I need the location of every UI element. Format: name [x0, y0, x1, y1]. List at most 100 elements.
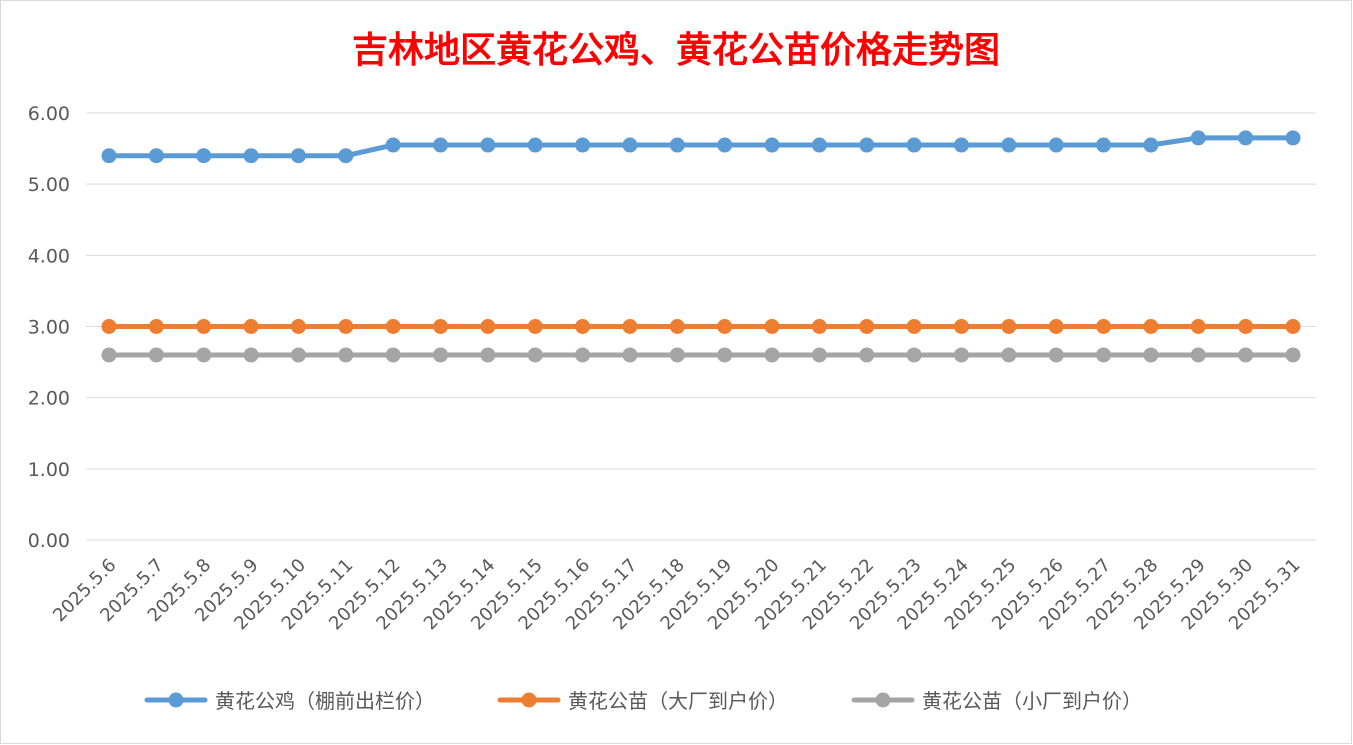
data-point: [527, 347, 543, 363]
data-point: [527, 319, 543, 334]
data-point: [196, 148, 212, 164]
data-point: [764, 319, 780, 334]
data-point: [1048, 137, 1064, 153]
data-point: [1238, 130, 1254, 146]
data-point: [101, 347, 117, 363]
data-point: [1238, 319, 1254, 334]
data-point: [717, 319, 733, 334]
data-point: [764, 347, 780, 363]
data-point: [859, 347, 875, 363]
data-point: [953, 347, 969, 363]
data-point: [290, 319, 306, 334]
data-point: [953, 319, 969, 334]
y-tick-label: 1.00: [28, 459, 70, 481]
legend-item: 黄花公鸡（棚前出栏价）: [144, 689, 435, 713]
y-tick-label: 5.00: [28, 174, 70, 196]
y-tick-label: 3.00: [28, 317, 70, 339]
legend-swatch-marker: [875, 692, 891, 708]
data-point: [669, 137, 685, 153]
data-point: [1143, 319, 1159, 334]
data-point: [527, 137, 543, 153]
data-point: [101, 148, 117, 164]
data-point: [1096, 347, 1112, 363]
data-point: [385, 137, 401, 153]
data-point: [811, 347, 827, 363]
legend-item: 黄花公苗（大厂到户价）: [497, 689, 788, 713]
y-tick-label: 6.00: [28, 103, 70, 125]
data-point: [338, 347, 354, 363]
data-point: [1238, 347, 1254, 363]
data-point: [338, 148, 354, 164]
data-point: [385, 347, 401, 363]
legend-swatch-marker: [521, 692, 537, 708]
data-point: [906, 319, 922, 334]
data-point: [148, 148, 164, 164]
data-point: [1143, 347, 1159, 363]
data-point: [1096, 319, 1112, 334]
data-point: [953, 137, 969, 153]
data-point: [669, 347, 685, 363]
y-axis-ticks: 0.00 1.00 2.00 3.00 4.00 5.00 6.00: [28, 103, 70, 552]
data-point: [196, 347, 212, 363]
data-point: [480, 347, 496, 363]
legend: 黄花公鸡（棚前出栏价） 黄花公苗（大厂到户价） 黄花公苗（小厂到户价）: [144, 689, 1142, 713]
series-1: [101, 130, 1301, 164]
data-point: [480, 319, 496, 334]
data-point: [764, 137, 780, 153]
data-point: [1190, 347, 1206, 363]
data-point: [385, 319, 401, 334]
data-point: [575, 137, 591, 153]
data-point: [101, 319, 117, 334]
data-point: [290, 347, 306, 363]
legend-label: 黄花公苗（大厂到户价）: [568, 689, 788, 713]
data-point: [243, 148, 259, 164]
series-line: [106, 135, 1296, 159]
data-point: [1190, 130, 1206, 146]
data-point: [243, 347, 259, 363]
data-point: [480, 137, 496, 153]
data-point: [338, 319, 354, 334]
y-tick-label: 2.00: [28, 388, 70, 410]
data-point: [1048, 347, 1064, 363]
data-point: [575, 347, 591, 363]
chart-title: 吉林地区黄花公鸡、黄花公苗价格走势图: [352, 29, 1000, 71]
data-point: [906, 347, 922, 363]
data-point: [575, 319, 591, 334]
y-tick-label: 0.00: [28, 530, 70, 552]
legend-label: 黄花公鸡（棚前出栏价）: [215, 689, 435, 713]
data-point: [433, 319, 449, 334]
data-point: [148, 319, 164, 334]
data-point: [811, 137, 827, 153]
data-point: [717, 347, 733, 363]
data-point: [1001, 347, 1017, 363]
y-tick-label: 4.00: [28, 245, 70, 267]
data-point: [622, 347, 638, 363]
data-point: [717, 137, 733, 153]
data-point: [1001, 319, 1017, 334]
data-point: [1190, 319, 1206, 334]
data-point: [859, 137, 875, 153]
data-point: [811, 319, 827, 334]
data-point: [859, 319, 875, 334]
data-point: [1048, 319, 1064, 334]
data-point: [622, 319, 638, 334]
series-3: [101, 347, 1301, 363]
legend-label: 黄花公苗（小厂到户价）: [922, 689, 1142, 713]
data-point: [622, 137, 638, 153]
data-point: [906, 137, 922, 153]
data-point: [669, 319, 685, 334]
data-point: [1285, 319, 1301, 334]
data-point: [196, 319, 212, 334]
data-point: [1285, 130, 1301, 146]
data-point: [1001, 137, 1017, 153]
data-point: [290, 148, 306, 164]
series-layer: [101, 130, 1301, 363]
legend-swatch-marker: [168, 692, 184, 708]
legend-item: 黄花公苗（小厂到户价）: [851, 689, 1142, 713]
data-point: [433, 137, 449, 153]
data-point: [243, 319, 259, 334]
data-point: [148, 347, 164, 363]
